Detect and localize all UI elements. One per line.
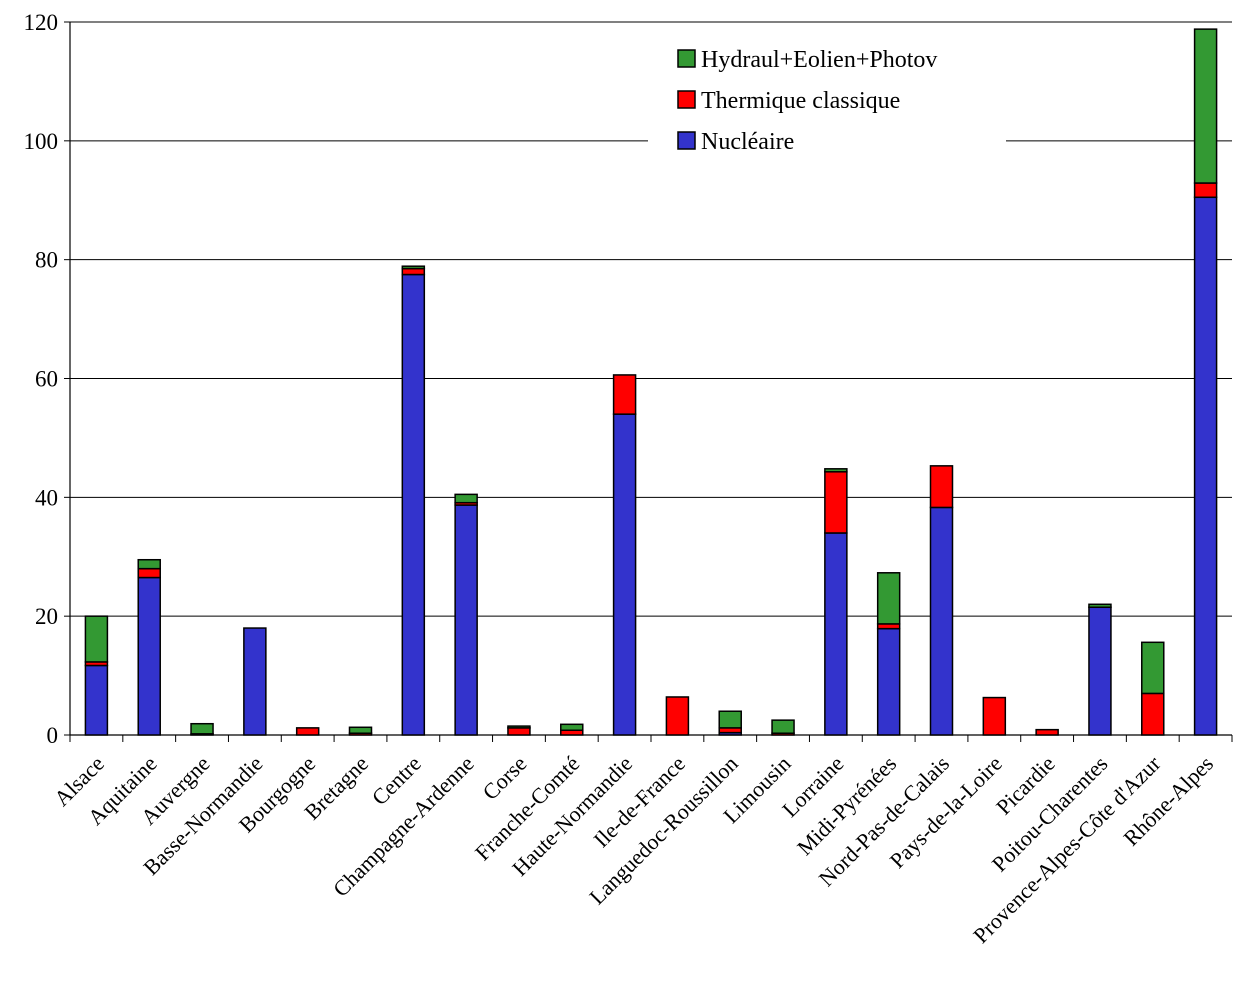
bars [84,28,1218,736]
bar-segment-hydraul-eolien-photov [84,615,109,663]
bar-segment-hydraul-eolien-photov [401,265,426,270]
y-tick-label: 120 [24,10,59,35]
bar-segment-thermique-classique [665,696,690,736]
bar-segment-thermique-classique [982,696,1007,736]
bar-segment-hydraul-eolien-photov [876,572,901,625]
legend-label: Hydraul+Eolien+Photov [701,47,937,73]
bar-segment-thermique-classique [1193,182,1218,199]
legend: Hydraul+Eolien+Photov Thermique classique… [648,40,1006,166]
y-tick-label: 40 [35,485,58,510]
y-tick-label: 60 [35,367,58,392]
y-tick-label: 20 [35,604,58,629]
bar-segment-nucl-aire [929,506,954,736]
bar-segment-hydraul-eolien-photov [137,558,161,570]
bar-segment-hydraul-eolien-photov [1141,641,1165,695]
bar-segment-hydraul-eolien-photov [1088,603,1112,609]
bar-segment-hydraul-eolien-photov [718,710,742,729]
legend-label: Nucléaire [701,129,794,155]
y-tick-label: 0 [47,723,59,748]
bar-segment-nucl-aire [84,664,109,736]
bar-segment-nucl-aire [1193,196,1218,736]
y-tick-label: 100 [24,129,59,154]
bar-segment-thermique-classique [507,727,531,736]
bar-segment-nucl-aire [876,627,901,736]
bar-segment-hydraul-eolien-photov [454,493,478,504]
bar-segment-hydraul-eolien-photov [824,468,848,473]
bar-segment-nucl-aire [137,576,161,736]
bar-segment-nucl-aire [824,532,848,736]
bar-segment-nucl-aire [243,627,267,736]
bar-segment-hydraul-eolien-photov [190,722,214,735]
bar-segment-hydraul-eolien-photov [348,726,373,734]
bar-segment-nucl-aire [612,413,637,736]
y-axis: 0 20 40 60 80 100 120 [24,10,71,748]
bar-segment-thermique-classique [929,465,954,509]
bar-segment-nucl-aire [401,273,426,736]
bar-segment-hydraul-eolien-photov [507,725,531,729]
bar-segment-hydraul-eolien-photov [1193,28,1218,184]
bar-segment-thermique-classique [612,374,637,415]
legend-swatch [677,49,696,68]
x-axis: AlsaceAquitaineAuvergneBasse-NormandieBo… [49,734,1233,948]
legend-swatch [677,90,696,109]
bar-segment-nucl-aire [1088,606,1112,736]
bar-segment-thermique-classique [1035,728,1059,736]
bar-segment-thermique-classique [824,471,848,534]
bar-segment-thermique-classique [1141,692,1165,736]
bar-segment-thermique-classique [137,567,161,579]
bar-segment-hydraul-eolien-photov [560,723,584,731]
legend-label: Thermique classique [701,88,900,114]
bar-segment-hydraul-eolien-photov [771,719,795,734]
bar-segment-thermique-classique [295,727,320,736]
legend-swatch [677,131,696,150]
legend-box [648,40,1006,166]
bar-segment-nucl-aire [454,504,478,736]
y-tick-label: 80 [35,248,58,273]
bar-segment-thermique-classique [401,267,426,276]
